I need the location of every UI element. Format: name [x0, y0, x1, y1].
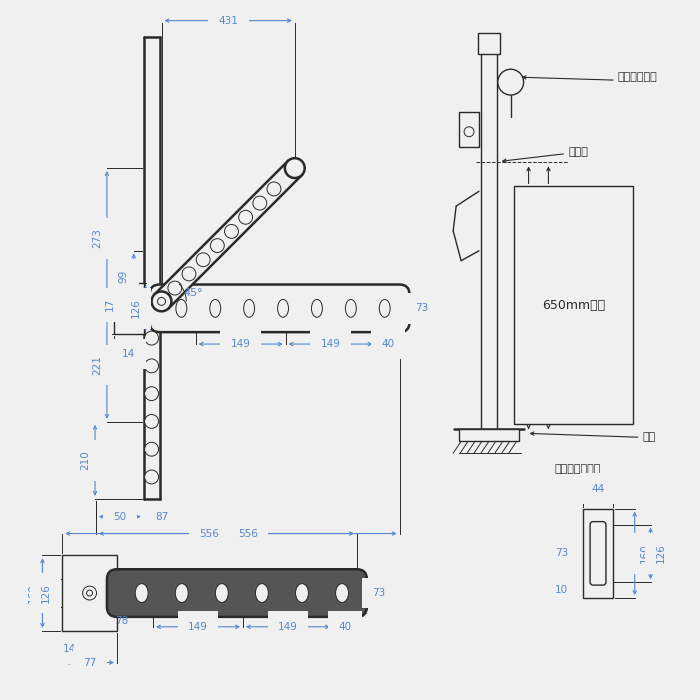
Text: 床面: 床面 [643, 433, 656, 442]
Text: 99: 99 [119, 270, 129, 283]
Polygon shape [155, 161, 302, 309]
Text: 足のかかる部分: 足のかかる部分 [555, 464, 601, 474]
Circle shape [464, 127, 474, 136]
Circle shape [158, 298, 165, 305]
Text: 73: 73 [372, 588, 386, 598]
Circle shape [145, 414, 158, 428]
Text: 126: 126 [41, 583, 50, 603]
Ellipse shape [256, 584, 268, 603]
Ellipse shape [345, 300, 356, 317]
Circle shape [196, 253, 210, 267]
Text: 149: 149 [278, 622, 298, 632]
FancyBboxPatch shape [150, 284, 410, 332]
Text: 73: 73 [554, 548, 568, 559]
Bar [459, 429, 519, 441]
Text: 160: 160 [27, 583, 38, 603]
Ellipse shape [312, 300, 323, 317]
Circle shape [168, 281, 182, 295]
Bar [514, 186, 633, 424]
Text: 17: 17 [105, 298, 115, 312]
Text: 14: 14 [62, 643, 76, 654]
Text: 556: 556 [238, 528, 258, 538]
Circle shape [211, 239, 224, 253]
Text: 40: 40 [338, 622, 351, 632]
Ellipse shape [216, 584, 228, 603]
Bar [62, 555, 117, 631]
FancyBboxPatch shape [590, 522, 606, 585]
Bar [583, 509, 613, 598]
Circle shape [121, 308, 136, 324]
Ellipse shape [210, 300, 220, 317]
Bar [478, 32, 500, 55]
Circle shape [145, 359, 158, 373]
Circle shape [126, 314, 132, 319]
Circle shape [145, 386, 158, 400]
Text: 126: 126 [655, 543, 666, 564]
Text: 149: 149 [231, 339, 251, 349]
Text: 160: 160 [640, 543, 650, 564]
Text: 221: 221 [92, 355, 102, 375]
Text: 10: 10 [554, 585, 568, 595]
Circle shape [145, 331, 158, 345]
Ellipse shape [335, 584, 349, 603]
Ellipse shape [278, 300, 288, 317]
FancyBboxPatch shape [107, 569, 367, 617]
Text: 40: 40 [381, 339, 394, 349]
Circle shape [253, 196, 267, 210]
Circle shape [498, 69, 524, 95]
Ellipse shape [135, 584, 148, 603]
Text: 44: 44 [592, 484, 605, 494]
Circle shape [225, 225, 239, 239]
Text: 650mm以上: 650mm以上 [542, 299, 605, 312]
Text: 210: 210 [80, 451, 90, 470]
Text: 穴下部: 穴下部 [568, 146, 588, 157]
Circle shape [145, 442, 158, 456]
Text: 273: 273 [92, 228, 102, 248]
Text: 77: 77 [83, 657, 96, 668]
Circle shape [145, 470, 158, 484]
Circle shape [239, 210, 253, 224]
Text: 431: 431 [218, 15, 238, 26]
Ellipse shape [379, 300, 390, 317]
Ellipse shape [295, 584, 309, 603]
Text: 556: 556 [199, 528, 220, 538]
Text: 149: 149 [188, 622, 208, 632]
Text: 14: 14 [122, 349, 135, 359]
Bar [459, 112, 479, 146]
Circle shape [285, 158, 304, 178]
Text: 50: 50 [113, 512, 127, 522]
Ellipse shape [176, 300, 187, 317]
Circle shape [182, 267, 196, 281]
Circle shape [267, 182, 281, 196]
Circle shape [83, 586, 97, 600]
Text: アーム収納時: アーム収納時 [618, 72, 657, 82]
Circle shape [152, 291, 172, 312]
Circle shape [87, 590, 92, 596]
Bar [114, 283, 144, 334]
Text: 126: 126 [131, 298, 141, 318]
Ellipse shape [244, 300, 255, 317]
Text: 87: 87 [155, 512, 168, 522]
Ellipse shape [175, 584, 188, 603]
Text: 45°: 45° [183, 288, 203, 298]
Text: 73: 73 [415, 303, 428, 314]
Text: 149: 149 [321, 339, 340, 349]
Text: 78: 78 [116, 616, 129, 626]
